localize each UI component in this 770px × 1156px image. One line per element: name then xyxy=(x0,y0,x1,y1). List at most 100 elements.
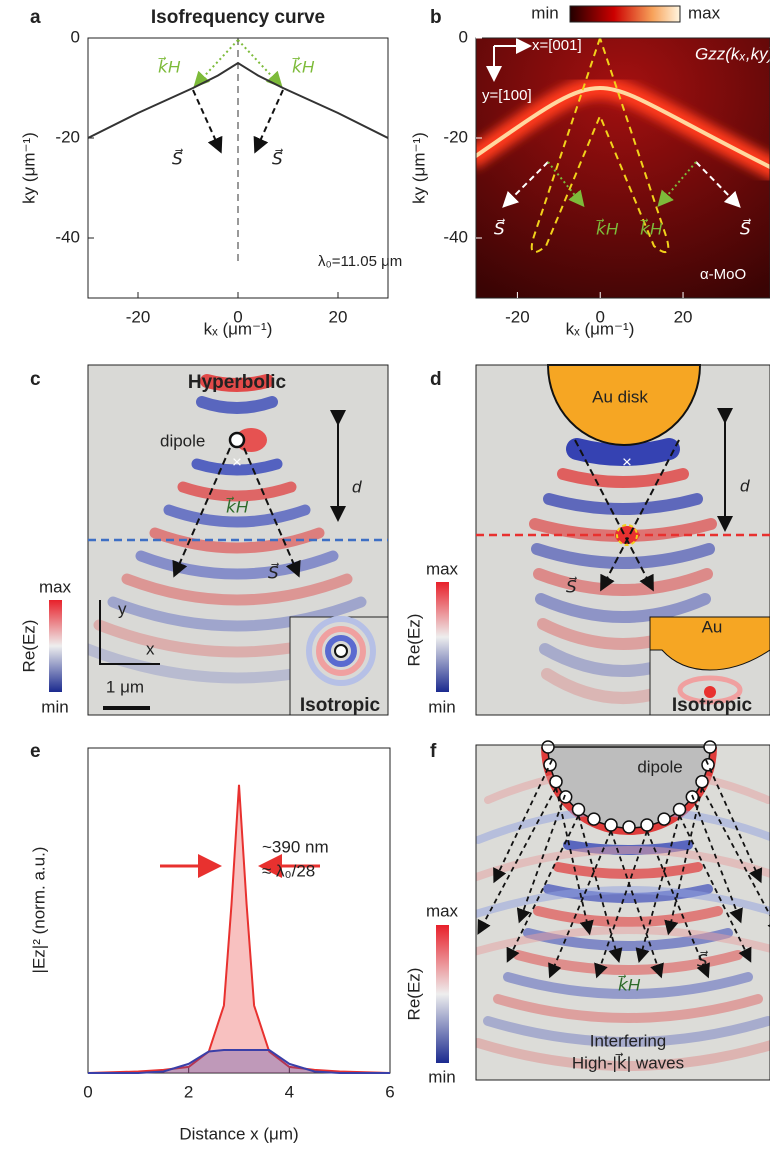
y-axis-label: |Ez|² (norm. a.u.) xyxy=(29,847,48,974)
x-tick-label: 20 xyxy=(674,307,693,326)
panel-b: b min max x=[001] y=[100] Gzz(kₓ,ky) S⃗ … xyxy=(409,3,770,338)
y-tick-label: 0 xyxy=(459,27,468,46)
panel-a: a Isofrequency curve k⃗H k⃗H S⃗ S⃗ λ₀=11… xyxy=(19,7,402,338)
colorbar-label: min xyxy=(428,697,455,716)
x-tick-label: 6 xyxy=(385,1082,394,1101)
x-tick-label: 0 xyxy=(233,307,242,326)
dipole-source xyxy=(550,776,562,788)
y-axis-label: ky (μm⁻¹) xyxy=(409,132,428,204)
annotation: Interfering xyxy=(590,1031,667,1050)
dipole-source xyxy=(704,741,716,753)
colorbar xyxy=(49,600,62,692)
annotation: x xyxy=(146,639,155,658)
colorbar-title: Re(Ez) xyxy=(404,968,423,1021)
annotation: S⃗ xyxy=(697,949,708,970)
y-axis-label: ky (μm⁻¹) xyxy=(19,132,38,204)
x-tick-label: 20 xyxy=(329,307,348,326)
inset: Au Isotropic xyxy=(650,617,770,716)
dipole-source xyxy=(674,804,686,816)
panel-c: c × Hyperbolic dipole d k⃗H S⃗ max min R… xyxy=(19,365,389,716)
dipole-source xyxy=(544,759,556,771)
annotation: k⃗H xyxy=(639,217,662,238)
dipole-source xyxy=(623,821,635,833)
figure: a Isofrequency curve k⃗H k⃗H S⃗ S⃗ λ₀=11… xyxy=(0,0,770,1156)
dipole-source xyxy=(573,804,585,816)
annotation: ≈ λ₀/28 xyxy=(262,861,315,880)
colorbar-label: min xyxy=(41,697,68,716)
field-fringe xyxy=(202,402,272,408)
annotation: d xyxy=(740,476,750,495)
annotation: λ₀=11.05 μm xyxy=(318,253,402,270)
y-tick-label: -40 xyxy=(55,227,80,246)
poynting-arrow xyxy=(256,90,283,150)
panel-label: b xyxy=(430,7,442,28)
y-tick-label: -20 xyxy=(55,127,80,146)
colorbar xyxy=(436,582,449,692)
colorbar-label: min xyxy=(531,3,558,22)
colorbar-label: max xyxy=(426,559,459,578)
annotation: S⃗ xyxy=(566,575,577,596)
dipole-source xyxy=(605,819,617,831)
annotation: Au disk xyxy=(592,387,648,406)
panel-label: f xyxy=(430,741,437,762)
annotation: k⃗H xyxy=(291,55,314,76)
annotation: k⃗H xyxy=(617,973,640,994)
annotation: k⃗H xyxy=(157,55,180,76)
annotation: x=[001] xyxy=(532,37,582,54)
colorbar-label: max xyxy=(39,577,72,596)
dipole-source xyxy=(588,813,600,825)
colorbar-title: Re(Ez) xyxy=(404,614,423,667)
annotation: S⃗ xyxy=(740,217,751,238)
annotation: Hyperbolic xyxy=(188,372,287,393)
colorbar-label: min xyxy=(428,1067,455,1086)
x-tick-label: -20 xyxy=(126,307,151,326)
heatmap-title: Gzz(kₓ,ky) xyxy=(695,44,770,63)
annotation: Isotropic xyxy=(300,695,381,716)
dipole-source xyxy=(335,645,347,657)
focus-marker: × xyxy=(622,452,632,471)
x-tick-label: -20 xyxy=(505,307,530,326)
panel-label: d xyxy=(430,369,442,390)
area-fill xyxy=(88,1050,390,1073)
annotation: S⃗ xyxy=(172,147,183,168)
y-tick-label: -40 xyxy=(443,227,468,246)
dipole-source xyxy=(230,433,244,447)
heatmap-background xyxy=(476,38,770,298)
panel-label: a xyxy=(30,7,41,28)
annotation: y=[100] xyxy=(482,87,532,104)
x-tick-label: 2 xyxy=(184,1082,193,1101)
annotation: S⃗ xyxy=(268,561,279,582)
annotation: d xyxy=(352,477,362,496)
annotation: 1 μm xyxy=(106,677,144,696)
dipole-source xyxy=(696,776,708,788)
dipole-source xyxy=(641,819,653,831)
x-tick-label: 4 xyxy=(285,1082,294,1101)
dipole-source xyxy=(658,813,670,825)
annotation: S⃗ xyxy=(272,147,283,168)
x-axis-label: Distance x (μm) xyxy=(179,1124,298,1143)
focus-marker: × xyxy=(232,452,242,471)
panel-e: e ~390 nm ≈ λ₀/28 Distance x (μm) |Ez|² … xyxy=(29,741,394,1143)
annotation: α-MoO xyxy=(700,266,746,283)
annotation: High-|k⃗| waves xyxy=(572,1051,684,1072)
colorbar-label: max xyxy=(688,3,721,22)
colorbar xyxy=(570,6,680,22)
annotation: Isotropic xyxy=(672,695,753,716)
annotation: y xyxy=(118,599,127,618)
annotation: dipole xyxy=(637,757,682,776)
x-tick-label: 0 xyxy=(595,307,604,326)
colorbar-label: max xyxy=(426,901,459,920)
annotation: ~390 nm xyxy=(262,837,329,856)
annotation: k⃗H xyxy=(595,217,618,238)
dipole-source xyxy=(542,741,554,753)
poynting-arrow xyxy=(193,90,220,150)
wavevector-arrow xyxy=(238,40,280,85)
annotation: k⃗H xyxy=(225,495,248,516)
area-fill xyxy=(88,785,390,1073)
annotation: S⃗ xyxy=(494,217,505,238)
panel-label: c xyxy=(30,369,41,390)
dipole-source xyxy=(560,791,572,803)
panel-label: e xyxy=(30,741,41,762)
annotation: Au xyxy=(702,617,723,636)
panel-d: d × Au disk d S⃗ max min Re(Ez) Au Isotr… xyxy=(404,365,770,716)
